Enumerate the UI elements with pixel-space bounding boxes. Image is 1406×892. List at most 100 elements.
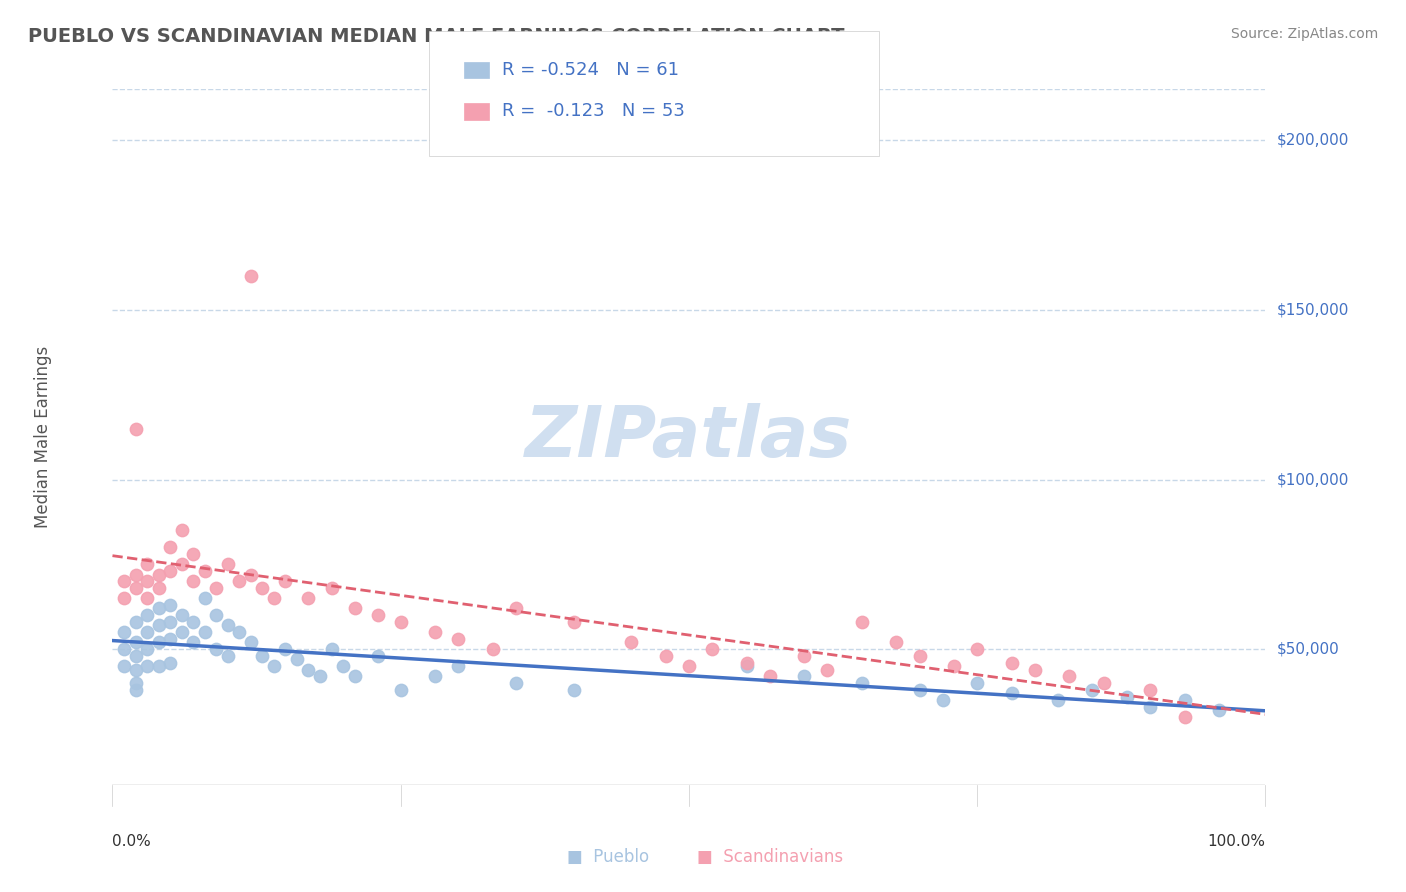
Point xyxy=(181,615,204,629)
Point xyxy=(966,642,988,657)
Point xyxy=(285,652,308,666)
Point xyxy=(263,659,285,673)
Point xyxy=(148,567,170,582)
Point xyxy=(425,669,447,683)
Text: 100.0%: 100.0% xyxy=(1208,834,1265,848)
Point xyxy=(851,676,873,690)
Point xyxy=(159,615,181,629)
Point xyxy=(205,642,228,657)
Point xyxy=(112,625,135,640)
Point xyxy=(793,669,815,683)
Point xyxy=(332,659,354,673)
Point xyxy=(217,648,239,663)
Text: ■  Scandinavians: ■ Scandinavians xyxy=(696,847,842,865)
Point xyxy=(217,558,239,572)
Point xyxy=(159,632,181,646)
Point xyxy=(124,648,146,663)
Point xyxy=(124,567,146,582)
Point xyxy=(159,564,181,578)
Point xyxy=(447,659,470,673)
Point xyxy=(217,618,239,632)
Point xyxy=(124,663,146,677)
Point xyxy=(148,618,170,632)
Point xyxy=(758,669,780,683)
Point xyxy=(1174,710,1197,724)
Point xyxy=(1059,669,1081,683)
Point xyxy=(966,676,988,690)
Point xyxy=(136,659,159,673)
Point xyxy=(1139,699,1161,714)
Point xyxy=(170,558,193,572)
Point xyxy=(562,682,585,697)
Point xyxy=(263,591,285,606)
Point xyxy=(239,567,262,582)
Point xyxy=(908,648,931,663)
Point xyxy=(239,635,262,649)
Point xyxy=(170,608,193,623)
Point xyxy=(159,598,181,612)
Point xyxy=(148,581,170,595)
Point xyxy=(112,659,135,673)
Point xyxy=(389,682,412,697)
Point xyxy=(1001,656,1024,670)
Point xyxy=(170,524,193,538)
Point xyxy=(389,615,412,629)
Point xyxy=(505,601,527,615)
Point xyxy=(136,558,159,572)
Point xyxy=(678,659,700,673)
Point xyxy=(343,669,366,683)
Point xyxy=(274,642,297,657)
Text: $150,000: $150,000 xyxy=(1277,302,1348,318)
Point xyxy=(136,591,159,606)
Point xyxy=(124,615,146,629)
Point xyxy=(447,632,470,646)
Point xyxy=(931,693,953,707)
Point xyxy=(239,268,262,283)
Text: Source: ZipAtlas.com: Source: ZipAtlas.com xyxy=(1230,27,1378,41)
Point xyxy=(655,648,678,663)
Text: ZIPatlas: ZIPatlas xyxy=(526,402,852,472)
Point xyxy=(620,635,643,649)
Point xyxy=(112,574,135,589)
Point xyxy=(181,574,204,589)
Point xyxy=(170,625,193,640)
Point xyxy=(136,608,159,623)
Text: R =  -0.123   N = 53: R = -0.123 N = 53 xyxy=(502,103,685,120)
Point xyxy=(159,656,181,670)
Point xyxy=(136,625,159,640)
Point xyxy=(482,642,505,657)
Point xyxy=(505,676,527,690)
Point xyxy=(159,541,181,555)
Point xyxy=(181,547,204,561)
Point xyxy=(1174,693,1197,707)
Text: Median Male Earnings: Median Male Earnings xyxy=(34,346,52,528)
Text: R = -0.524   N = 61: R = -0.524 N = 61 xyxy=(502,61,679,78)
Point xyxy=(321,581,343,595)
Point xyxy=(181,635,204,649)
Point xyxy=(851,615,873,629)
Point xyxy=(228,625,250,640)
Point xyxy=(943,659,966,673)
Text: ■  Pueblo: ■ Pueblo xyxy=(567,847,650,865)
Point xyxy=(136,574,159,589)
Point xyxy=(274,574,297,589)
Point xyxy=(343,601,366,615)
Point xyxy=(148,659,170,673)
Point xyxy=(148,601,170,615)
Point xyxy=(1081,682,1104,697)
Point xyxy=(124,635,146,649)
Point xyxy=(124,581,146,595)
Point xyxy=(793,648,815,663)
Point xyxy=(908,682,931,697)
Point xyxy=(136,642,159,657)
Point xyxy=(124,676,146,690)
Point xyxy=(205,608,228,623)
Text: 0.0%: 0.0% xyxy=(112,834,152,848)
Text: $200,000: $200,000 xyxy=(1277,133,1348,147)
Point xyxy=(562,615,585,629)
Point xyxy=(228,574,250,589)
Point xyxy=(1092,676,1115,690)
Text: $100,000: $100,000 xyxy=(1277,472,1348,487)
Point xyxy=(1208,703,1230,717)
Point xyxy=(252,581,274,595)
